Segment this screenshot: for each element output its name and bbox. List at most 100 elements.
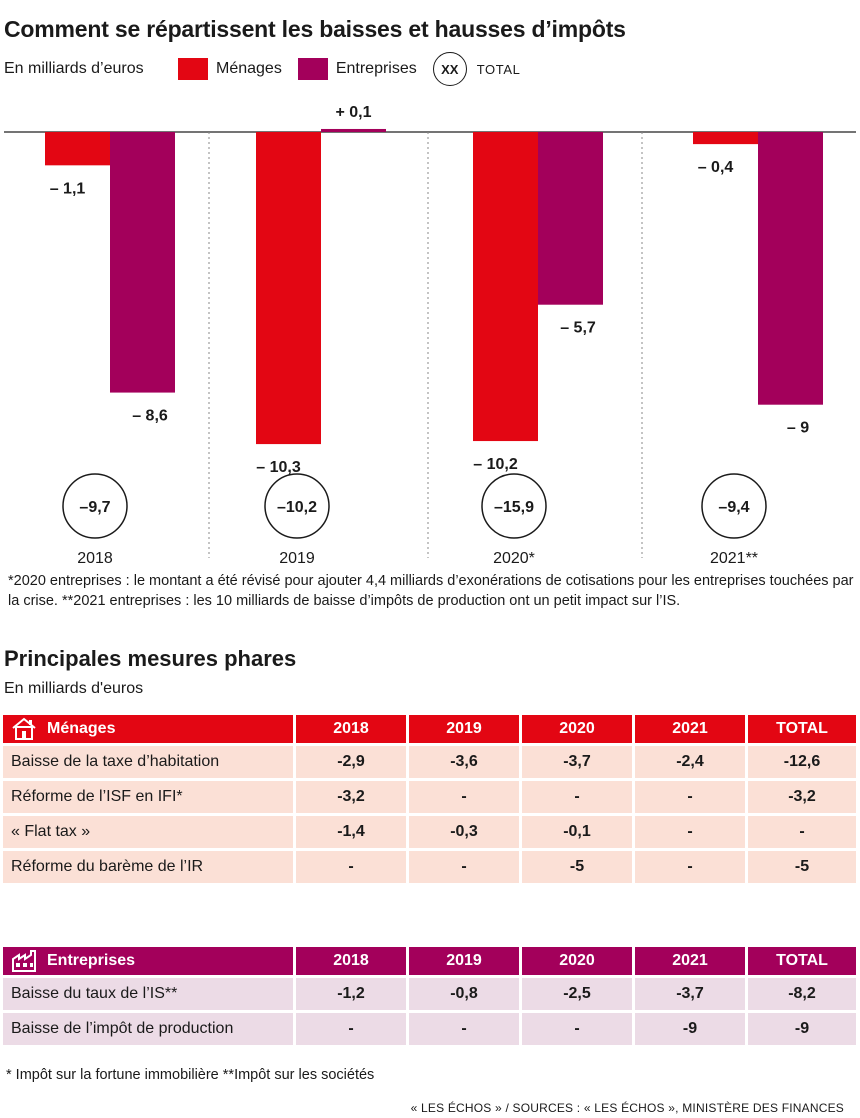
table-menages-col-2021: 2021	[635, 715, 745, 743]
bar-entreprises-3	[758, 132, 823, 405]
table-cell: -0,8	[409, 978, 519, 1010]
table-cell: -12,6	[748, 746, 856, 778]
table-row: « Flat tax » -1,4 -0,3 -0,1 - -	[3, 816, 856, 848]
total-circle-3	[701, 473, 767, 539]
bar-menages-1	[256, 132, 321, 445]
table-cell: -	[296, 1013, 406, 1045]
table-cell: -	[522, 781, 632, 813]
table-cell: -0,1	[522, 816, 632, 848]
table-cell-label: Baisse de l’impôt de production	[3, 1013, 293, 1045]
bar-menages-0	[45, 132, 110, 166]
factory-icon	[12, 950, 36, 972]
table-cell: -3,6	[409, 746, 519, 778]
table-menages-header-label: Ménages	[3, 715, 293, 743]
table-cell-label: Baisse de la taxe d’habitation	[3, 746, 293, 778]
table-menages-header: Ménages 2018 2019 2020 2021 TOTAL	[3, 715, 856, 743]
table-entreprises-col-2018: 2018	[296, 947, 406, 975]
bar-value-label: – 10,2	[473, 456, 518, 473]
table-row: Baisse de la taxe d’habitation -2,9 -3,6…	[3, 746, 856, 778]
table-cell: -5	[748, 851, 856, 883]
total-circle-0	[62, 473, 128, 539]
table-cell: -	[635, 816, 745, 848]
total-value-label: –9,7	[79, 499, 110, 516]
table-entreprises-col-total: TOTAL	[748, 947, 856, 975]
table-menages: Ménages 2018 2019 2020 2021 TOTAL Baisse…	[0, 712, 859, 886]
total-circle-2	[481, 473, 547, 539]
table-cell-label: Baisse du taux de l’IS**	[3, 978, 293, 1010]
bar-value-label: – 0,4	[698, 159, 734, 176]
legend-swatch-entreprises	[297, 58, 328, 80]
table-row: Baisse de l’impôt de production - - - -9…	[3, 1013, 856, 1045]
bar-chart: – 1,1 – 8,6 –9,7 2018 – 10,3 + 0,1 –10,2 2019 – …	[4, 104, 856, 567]
table-cell: -2,9	[296, 746, 406, 778]
legend-total-label: TOTAL	[476, 61, 521, 77]
bar-value-label: – 8,6	[132, 408, 168, 425]
chart-title: Comment se répartissent les baisses et h…	[4, 16, 626, 42]
table-cell: -	[748, 816, 856, 848]
table-cell: -3,2	[296, 781, 406, 813]
table-menages-col-2020: 2020	[522, 715, 632, 743]
bar-value-label: – 10,3	[256, 459, 301, 476]
table-row: Baisse du taux de l’IS** -1,2 -0,8 -2,5 …	[3, 978, 856, 1010]
measures-title: Principales mesures phares	[4, 646, 297, 671]
bar-value-label: – 5,7	[560, 320, 596, 337]
bar-value-label: + 0,1	[335, 104, 371, 121]
table-cell: -8,2	[748, 978, 856, 1010]
table-entreprises-col-2021: 2021	[635, 947, 745, 975]
table-entreprises-header-label: Entreprises	[3, 947, 293, 975]
legend-swatch-menages	[178, 58, 208, 80]
table-menages-title: Ménages	[47, 720, 116, 738]
table-cell: -9	[748, 1013, 856, 1045]
table-cell-label: Réforme de l’ISF en IFI*	[3, 781, 293, 813]
table-entreprises-header: Entreprises 2018 2019 2020 2021 TOTAL	[3, 947, 856, 975]
legend-label-menages: Ménages	[216, 60, 282, 77]
table-entreprises-col-2020: 2020	[522, 947, 632, 975]
table-entreprises: Entreprises 2018 2019 2020 2021 TOTAL Ba…	[0, 944, 859, 1048]
table-cell-label: « Flat tax »	[3, 816, 293, 848]
legend-total-badge: XX	[432, 52, 467, 86]
bar-entreprises-0	[110, 132, 175, 393]
table-menages-col-2019: 2019	[409, 715, 519, 743]
table-cell: -3,2	[748, 781, 856, 813]
chart-footnote: *2020 entreprises : le montant a été rév…	[8, 573, 854, 609]
bar-menages-3	[693, 132, 758, 145]
table-cell-label: Réforme du barème de l’IR	[3, 851, 293, 883]
table-cell: -0,3	[409, 816, 519, 848]
bar-entreprises-2	[538, 132, 603, 305]
table-cell: -2,5	[522, 978, 632, 1010]
total-value-label: –15,9	[494, 499, 534, 516]
legend: Ménages Entreprises XX TOTAL	[178, 52, 521, 86]
chart-unit: En milliards d’euros	[4, 60, 144, 77]
table-menages-col-total: TOTAL	[748, 715, 856, 743]
x-tick-label: 2018	[77, 550, 113, 567]
source-credit: « LES ÉCHOS » / SOURCES : « LES ÉCHOS »,…	[410, 1101, 844, 1115]
table-cell: -	[635, 851, 745, 883]
bar-menages-2	[473, 132, 538, 442]
bar-entreprises-1	[321, 128, 386, 132]
table-cell: -1,2	[296, 978, 406, 1010]
table-cell: -	[522, 1013, 632, 1045]
table-cell: -3,7	[522, 746, 632, 778]
table-cell: -	[409, 1013, 519, 1045]
x-tick-label: 2021**	[710, 550, 758, 567]
table-cell: -	[635, 781, 745, 813]
table-cell: -1,4	[296, 816, 406, 848]
table-menages-col-2018: 2018	[296, 715, 406, 743]
legend-label-entreprises: Entreprises	[335, 60, 417, 77]
measures-unit: En milliards d'euros	[4, 680, 144, 697]
table-cell: -3,7	[635, 978, 745, 1010]
bar-value-label: – 9	[787, 420, 809, 437]
table-notes: * Impôt sur la fortune immobilière **Imp…	[6, 1067, 375, 1083]
table-cell: -2,4	[635, 746, 745, 778]
table-entreprises-col-2019: 2019	[409, 947, 519, 975]
table-cell: -9	[635, 1013, 745, 1045]
house-icon	[12, 717, 36, 740]
x-tick-label: 2020*	[493, 550, 535, 567]
table-cell: -5	[522, 851, 632, 883]
table-cell: -	[296, 851, 406, 883]
table-row: Réforme du barème de l’IR - - -5 - -5	[3, 851, 856, 883]
table-entreprises-title: Entreprises	[47, 952, 136, 970]
bar-value-label: – 1,1	[50, 180, 86, 197]
table-cell: -	[409, 781, 519, 813]
table-cell: -	[409, 851, 519, 883]
